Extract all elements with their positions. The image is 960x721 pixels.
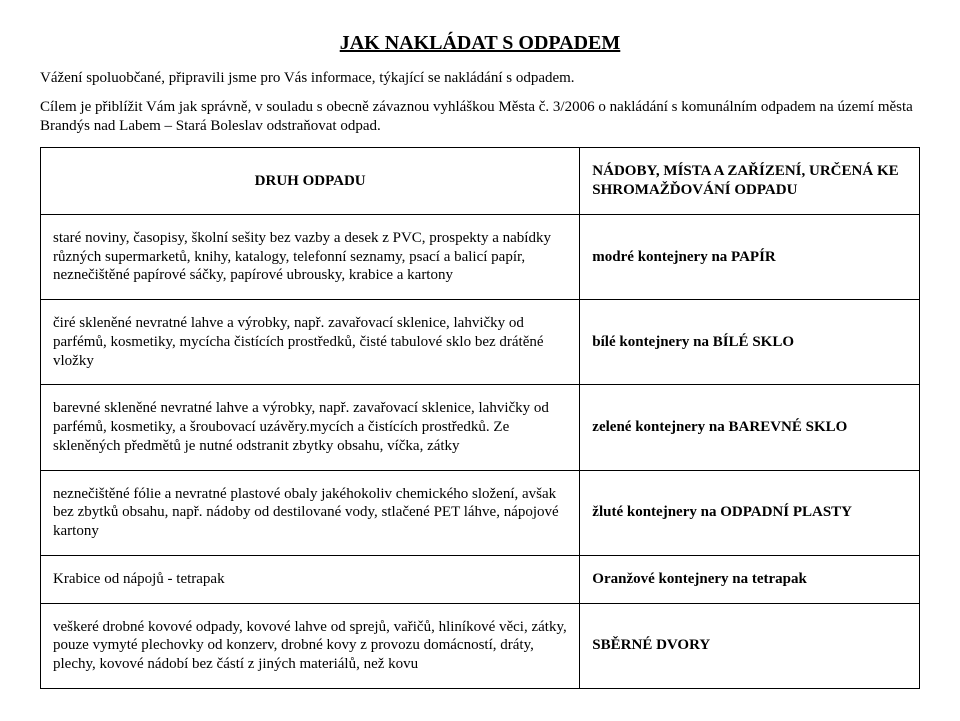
waste-desc: staré noviny, časopisy, školní sešity be… <box>41 214 580 299</box>
table-row: čiré skleněné nevratné lahve a výrobky, … <box>41 300 920 385</box>
header-container: NÁDOBY, MÍSTA A ZAŘÍZENÍ, URČENÁ KE SHRO… <box>580 148 920 215</box>
waste-bin: SBĚRNÉ DVORY <box>580 603 920 688</box>
table-row: veškeré drobné kovové odpady, kovové lah… <box>41 603 920 688</box>
table-row: barevné skleněné nevratné lahve a výrobk… <box>41 385 920 470</box>
waste-desc: čiré skleněné nevratné lahve a výrobky, … <box>41 300 580 385</box>
waste-desc: barevné skleněné nevratné lahve a výrobk… <box>41 385 580 470</box>
table-row: staré noviny, časopisy, školní sešity be… <box>41 214 920 299</box>
header-waste-type: DRUH ODPADU <box>41 148 580 215</box>
waste-bin: bílé kontejnery na BÍLÉ SKLO <box>580 300 920 385</box>
waste-desc: neznečištěné fólie a nevratné plastové o… <box>41 470 580 555</box>
waste-table: DRUH ODPADU NÁDOBY, MÍSTA A ZAŘÍZENÍ, UR… <box>40 147 920 689</box>
table-row: Krabice od nápojů - tetrapak Oranžové ko… <box>41 555 920 603</box>
waste-bin: zelené kontejnery na BAREVNÉ SKLO <box>580 385 920 470</box>
waste-bin: modré kontejnery na PAPÍR <box>580 214 920 299</box>
waste-bin: žluté kontejnery na ODPADNÍ PLASTY <box>580 470 920 555</box>
waste-desc: Krabice od nápojů - tetrapak <box>41 555 580 603</box>
page-title: JAK NAKLÁDAT S ODPADEM <box>40 32 920 55</box>
table-row: neznečištěné fólie a nevratné plastové o… <box>41 470 920 555</box>
waste-bin: Oranžové kontejnery na tetrapak <box>580 555 920 603</box>
intro-block: Vážení spoluobčané, připravili jsme pro … <box>40 69 920 135</box>
intro-paragraph-1: Vážení spoluobčané, připravili jsme pro … <box>40 69 920 88</box>
table-header-row: DRUH ODPADU NÁDOBY, MÍSTA A ZAŘÍZENÍ, UR… <box>41 148 920 215</box>
intro-paragraph-2: Cílem je přiblížit Vám jak správně, v so… <box>40 98 920 136</box>
waste-desc: veškeré drobné kovové odpady, kovové lah… <box>41 603 580 688</box>
